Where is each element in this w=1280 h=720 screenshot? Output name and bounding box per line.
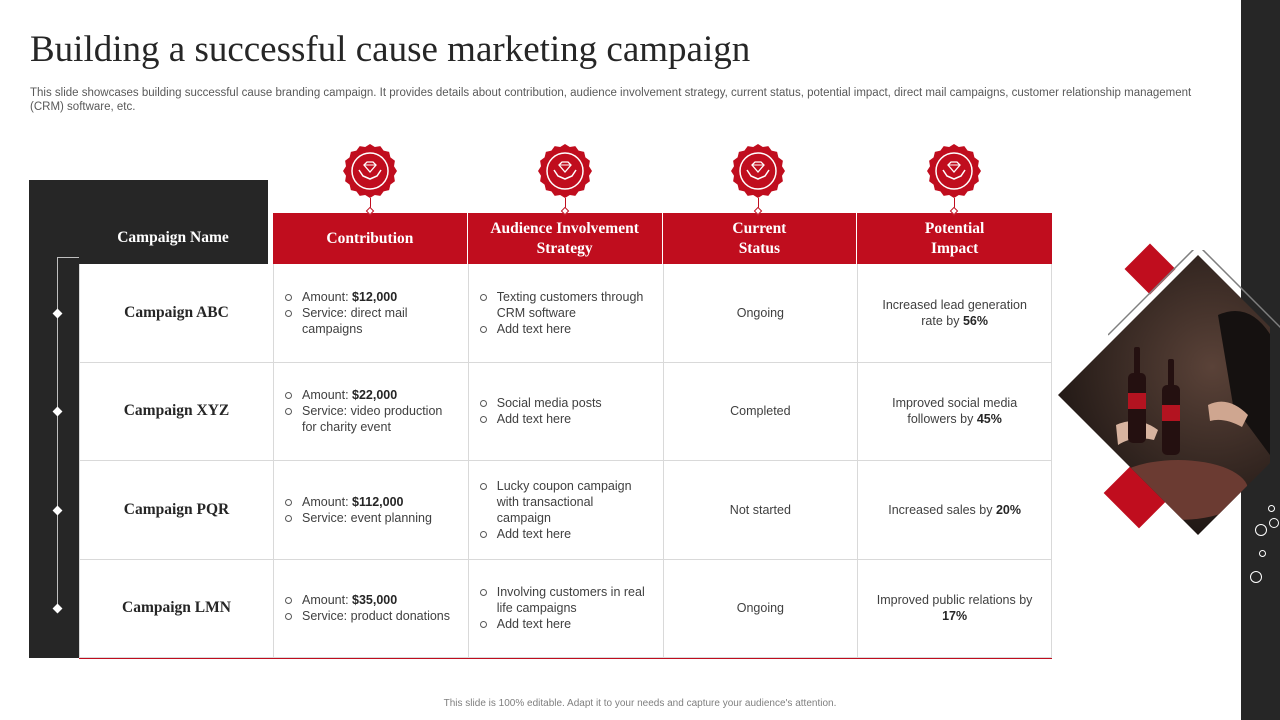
- diamond-hands-icon: [538, 144, 592, 198]
- header-potential-impact: Potential Impact: [857, 213, 1052, 264]
- status-cell: Completed: [662, 362, 858, 460]
- strategy-item: Social media posts: [479, 395, 649, 411]
- header-contribution: Contribution: [273, 213, 468, 264]
- contribution-amount: Amount: $35,000: [284, 592, 459, 608]
- strategy-list: Social media posts Add text here: [479, 395, 649, 427]
- impact-value: 17%: [942, 609, 968, 624]
- diamond-hands-icon: [731, 144, 785, 198]
- contribution-service: Service: product donations: [284, 608, 459, 624]
- strategy-item: Add text here: [479, 616, 649, 632]
- impact-cell: Increased sales by 20%: [857, 461, 1052, 559]
- impact-label: Improved public relations by: [876, 593, 1033, 608]
- slide-subtitle: This slide showcases building successful…: [30, 86, 1245, 114]
- contribution-cell: Amount: $112,000 Service: event planning: [273, 461, 468, 559]
- header-potential-impact-label: Potential Impact: [924, 219, 985, 257]
- impact-cell: Increased lead generation rate by 56%: [857, 264, 1052, 362]
- badge-connector: [954, 198, 955, 212]
- header-audience-strategy: Audience Involvement Strategy: [468, 213, 663, 264]
- impact-value: 56%: [962, 313, 988, 328]
- strategy-item: Texting customers through CRM software: [479, 289, 649, 321]
- amount-value: $22,000: [352, 388, 398, 403]
- impact-label: Increased lead generation rate by: [882, 297, 1027, 328]
- diamond-hands-icon: [343, 144, 397, 198]
- badge-connector: [758, 198, 759, 212]
- table-row: Campaign PQR Amount: $112,000 Service: eve…: [79, 461, 1052, 560]
- impact-text: Improved public relations by 17%: [875, 592, 1035, 624]
- impact-text: Improved social media followers by 45%: [875, 395, 1035, 427]
- footer-note: This slide is 100% editable. Adapt it to…: [443, 698, 837, 709]
- campaign-photo: [1058, 255, 1270, 535]
- campaign-name: Campaign XYZ: [79, 362, 273, 460]
- impact-cell: Improved public relations by 17%: [857, 559, 1052, 657]
- badge-connector: [565, 198, 566, 212]
- diamond-hands-icon: [927, 144, 981, 198]
- strategy-item: Add text here: [479, 526, 649, 542]
- campaign-name: Campaign ABC: [79, 264, 273, 362]
- header-current-status-label: Current Status: [732, 219, 787, 257]
- contribution-service: Service: event planning: [284, 510, 459, 526]
- strategy-cell: Lucky coupon campaign with transactional…: [467, 461, 663, 559]
- status-cell: Not started: [662, 461, 858, 559]
- diamond-outline-decoration: [1108, 250, 1280, 336]
- contribution-amount: Amount: $112,000: [284, 494, 459, 510]
- timeline-line: [57, 257, 58, 610]
- impact-text: Increased lead generation rate by 56%: [875, 297, 1035, 329]
- subtitle-line-1: This slide showcases building successful…: [30, 87, 1192, 99]
- amount-label: Amount:: [302, 494, 353, 509]
- campaign-name-header: Campaign Name: [117, 229, 229, 246]
- strategy-cell: Texting customers through CRM software Ad…: [467, 264, 663, 362]
- strategy-list: Texting customers through CRM software Ad…: [479, 289, 649, 337]
- header-audience-strategy-label: Audience Involvement Strategy: [490, 219, 639, 257]
- contribution-list: Amount: $12,000 Service: direct mail camp…: [284, 289, 459, 337]
- contribution-list: Amount: $35,000 Service: product donation…: [284, 592, 459, 624]
- contribution-list: Amount: $112,000 Service: event planning: [284, 494, 459, 526]
- contribution-cell: Amount: $22,000 Service: video production…: [273, 362, 468, 460]
- timeline-connector: [57, 257, 79, 258]
- strategy-cell: Involving customers in real life campaig…: [467, 559, 663, 657]
- table-header-row: Contribution Audience Involvement Strate…: [273, 213, 1052, 264]
- badge-connector: [370, 198, 371, 212]
- strategy-item: Add text here: [479, 321, 649, 337]
- subtitle-line-2: (CRM) software, etc.: [30, 101, 136, 113]
- impact-label: Increased sales by: [888, 502, 996, 517]
- table-row: Campaign ABC Amount: $12,000 Service: dire…: [79, 264, 1052, 363]
- campaign-name: Campaign PQR: [79, 461, 273, 559]
- strategy-item: Lucky coupon campaign with transactional…: [479, 478, 649, 526]
- amount-label: Amount:: [302, 289, 353, 304]
- strategy-item: Involving customers in real life campaig…: [479, 584, 649, 616]
- amount-value: $35,000: [352, 593, 398, 608]
- strategy-list: Involving customers in real life campaig…: [479, 584, 649, 632]
- impact-text: Increased sales by 20%: [875, 502, 1035, 518]
- impact-cell: Improved social media followers by 45%: [857, 362, 1052, 460]
- contribution-service: Service: video production for charity ev…: [284, 403, 459, 435]
- contribution-amount: Amount: $12,000: [284, 289, 459, 305]
- impact-value: 45%: [976, 412, 1002, 427]
- contribution-list: Amount: $22,000 Service: video production…: [284, 387, 459, 435]
- strategy-cell: Social media posts Add text here: [467, 362, 663, 460]
- amount-value: $112,000: [352, 494, 404, 509]
- status-cell: Ongoing: [662, 264, 858, 362]
- header-current-status: Current Status: [663, 213, 858, 264]
- bubbles-decoration: [1248, 505, 1280, 590]
- table-row: Campaign XYZ Amount: $22,000 Service: vide…: [79, 362, 1052, 461]
- status-cell: Ongoing: [662, 559, 858, 657]
- table-row: Campaign LMN Amount: $35,000 Service: prod…: [79, 559, 1052, 658]
- amount-label: Amount:: [302, 388, 353, 403]
- contribution-cell: Amount: $12,000 Service: direct mail camp…: [273, 264, 468, 362]
- campaign-name: Campaign LMN: [79, 559, 273, 657]
- amount-value: $12,000: [352, 289, 398, 304]
- strategy-list: Lucky coupon campaign with transactional…: [479, 478, 649, 542]
- contribution-cell: Amount: $35,000 Service: product donation…: [273, 559, 468, 657]
- contribution-service: Service: direct mail campaigns: [284, 305, 459, 337]
- impact-label: Improved social media followers by: [892, 396, 1018, 427]
- strategy-item: Add text here: [479, 411, 649, 427]
- contribution-amount: Amount: $22,000: [284, 387, 459, 403]
- impact-value: 20%: [995, 502, 1021, 517]
- amount-label: Amount:: [302, 593, 353, 608]
- campaign-table: Campaign ABC Amount: $12,000 Service: dire…: [79, 264, 1052, 659]
- slide-title: Building a successful cause marketing ca…: [30, 29, 751, 70]
